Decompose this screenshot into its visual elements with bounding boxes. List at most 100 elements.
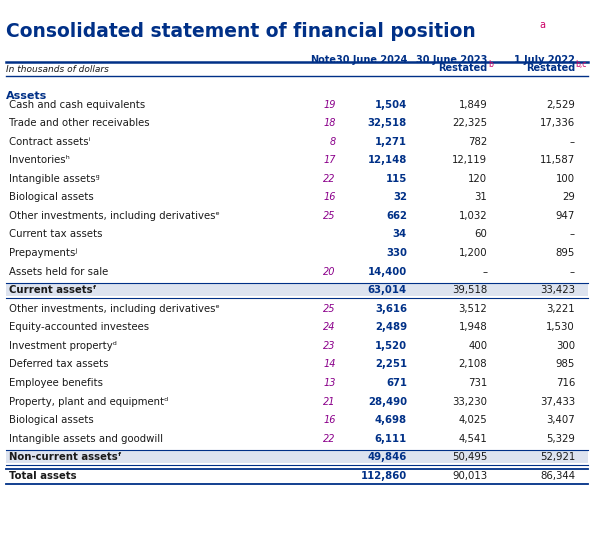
Text: 29: 29 [562,192,575,203]
Text: 4,025: 4,025 [459,415,487,425]
Text: 13: 13 [323,378,336,388]
Text: Inventoriesʰ: Inventoriesʰ [9,155,70,165]
Text: Cash and cash equivalents: Cash and cash equivalents [9,99,145,110]
Text: Biological assets: Biological assets [9,192,94,203]
Bar [6,283,588,296]
Text: 11,587: 11,587 [540,155,575,165]
Text: Current assetsᶠ: Current assetsᶠ [9,285,96,295]
Text: 1 July 2022: 1 July 2022 [514,55,575,64]
Text: Trade and other receivables: Trade and other receivables [9,118,149,128]
Text: 16: 16 [323,415,336,425]
Text: 985: 985 [556,359,575,370]
Text: 90,013: 90,013 [452,471,487,481]
Text: Employee benefits: Employee benefits [9,378,103,388]
Text: 22: 22 [323,434,336,444]
Text: 3,616: 3,616 [375,304,407,314]
Text: 3,407: 3,407 [547,415,575,425]
Text: Other investments, including derivativesᵉ: Other investments, including derivatives… [9,304,220,314]
Text: Restated: Restated [526,63,575,73]
Text: 115: 115 [386,174,407,184]
Text: Note: Note [309,55,336,64]
Text: Property, plant and equipmentᵈ: Property, plant and equipmentᵈ [9,396,168,407]
Text: Restated: Restated [438,63,487,73]
Text: Non-current assetsᶠ: Non-current assetsᶠ [9,452,122,462]
Text: 3,221: 3,221 [547,304,575,314]
Text: a: a [539,20,545,29]
Text: 18: 18 [323,118,336,128]
Text: 5,329: 5,329 [546,434,575,444]
Text: 49,846: 49,846 [368,452,407,462]
Text: 1,504: 1,504 [374,99,407,110]
Text: 2,489: 2,489 [375,322,407,333]
Text: 120: 120 [468,174,487,184]
Text: 33,423: 33,423 [540,285,575,295]
Text: 3,512: 3,512 [459,304,487,314]
Text: 22,325: 22,325 [452,118,487,128]
Text: 31: 31 [474,192,487,203]
Text: 14,400: 14,400 [368,266,407,277]
Text: 2,251: 2,251 [375,359,407,370]
Text: 6,111: 6,111 [374,434,407,444]
Text: Contract assetsⁱ: Contract assetsⁱ [9,136,90,147]
Text: 671: 671 [386,378,407,388]
Text: 25: 25 [323,304,336,314]
Text: 782: 782 [468,136,487,147]
Text: Assets held for sale: Assets held for sale [9,266,108,277]
Text: Deferred tax assets: Deferred tax assets [9,359,108,370]
Text: 895: 895 [556,248,575,258]
Text: Assets: Assets [6,91,47,101]
Text: 21: 21 [323,396,336,407]
Text: Total assets: Total assets [9,471,76,481]
Text: 12,148: 12,148 [368,155,407,165]
Text: 1,849: 1,849 [459,99,487,110]
Text: 37,433: 37,433 [540,396,575,407]
Text: 30 June 2024: 30 June 2024 [335,55,407,64]
Text: 4,698: 4,698 [375,415,407,425]
Text: 731: 731 [468,378,487,388]
Text: Other investments, including derivativesᵉ: Other investments, including derivatives… [9,211,220,221]
Text: 32,518: 32,518 [368,118,407,128]
Text: 33,230: 33,230 [452,396,487,407]
Text: 34: 34 [393,229,407,240]
Bar [6,450,588,464]
Text: –: – [570,266,575,277]
Text: 2,529: 2,529 [546,99,575,110]
Text: 330: 330 [386,248,407,258]
Text: 30 June 2023: 30 June 2023 [416,55,487,64]
Text: 100: 100 [556,174,575,184]
Text: 19: 19 [323,99,336,110]
Text: 8: 8 [329,136,336,147]
Text: 947: 947 [556,211,575,221]
Text: 25: 25 [323,211,336,221]
Text: In thousands of dollars: In thousands of dollars [6,65,109,74]
Text: Equity-accounted investees: Equity-accounted investees [9,322,149,333]
Text: 1,530: 1,530 [547,322,575,333]
Text: 112,860: 112,860 [361,471,407,481]
Text: 12,119: 12,119 [452,155,487,165]
Text: 1,948: 1,948 [459,322,487,333]
Text: 1,032: 1,032 [459,211,487,221]
Text: Current tax assets: Current tax assets [9,229,102,240]
Text: 716: 716 [556,378,575,388]
Text: 24: 24 [323,322,336,333]
Text: 60: 60 [474,229,487,240]
Text: 300: 300 [556,341,575,351]
Text: 52,921: 52,921 [540,452,575,462]
Text: 50,495: 50,495 [452,452,487,462]
Text: 20: 20 [323,266,336,277]
Text: 17: 17 [323,155,336,165]
Text: 4,541: 4,541 [459,434,487,444]
Text: –: – [570,136,575,147]
Text: 14: 14 [323,359,336,370]
Text: 32: 32 [393,192,407,203]
Text: 28,490: 28,490 [368,396,407,407]
Text: 23: 23 [323,341,336,351]
Text: Investment propertyᵈ: Investment propertyᵈ [9,341,117,351]
Text: 22: 22 [323,174,336,184]
Text: Intangible assetsᵍ: Intangible assetsᵍ [9,174,100,184]
Text: 662: 662 [386,211,407,221]
Text: –: – [570,229,575,240]
Text: 1,271: 1,271 [375,136,407,147]
Text: b,c: b,c [576,60,587,68]
Text: 86,344: 86,344 [540,471,575,481]
